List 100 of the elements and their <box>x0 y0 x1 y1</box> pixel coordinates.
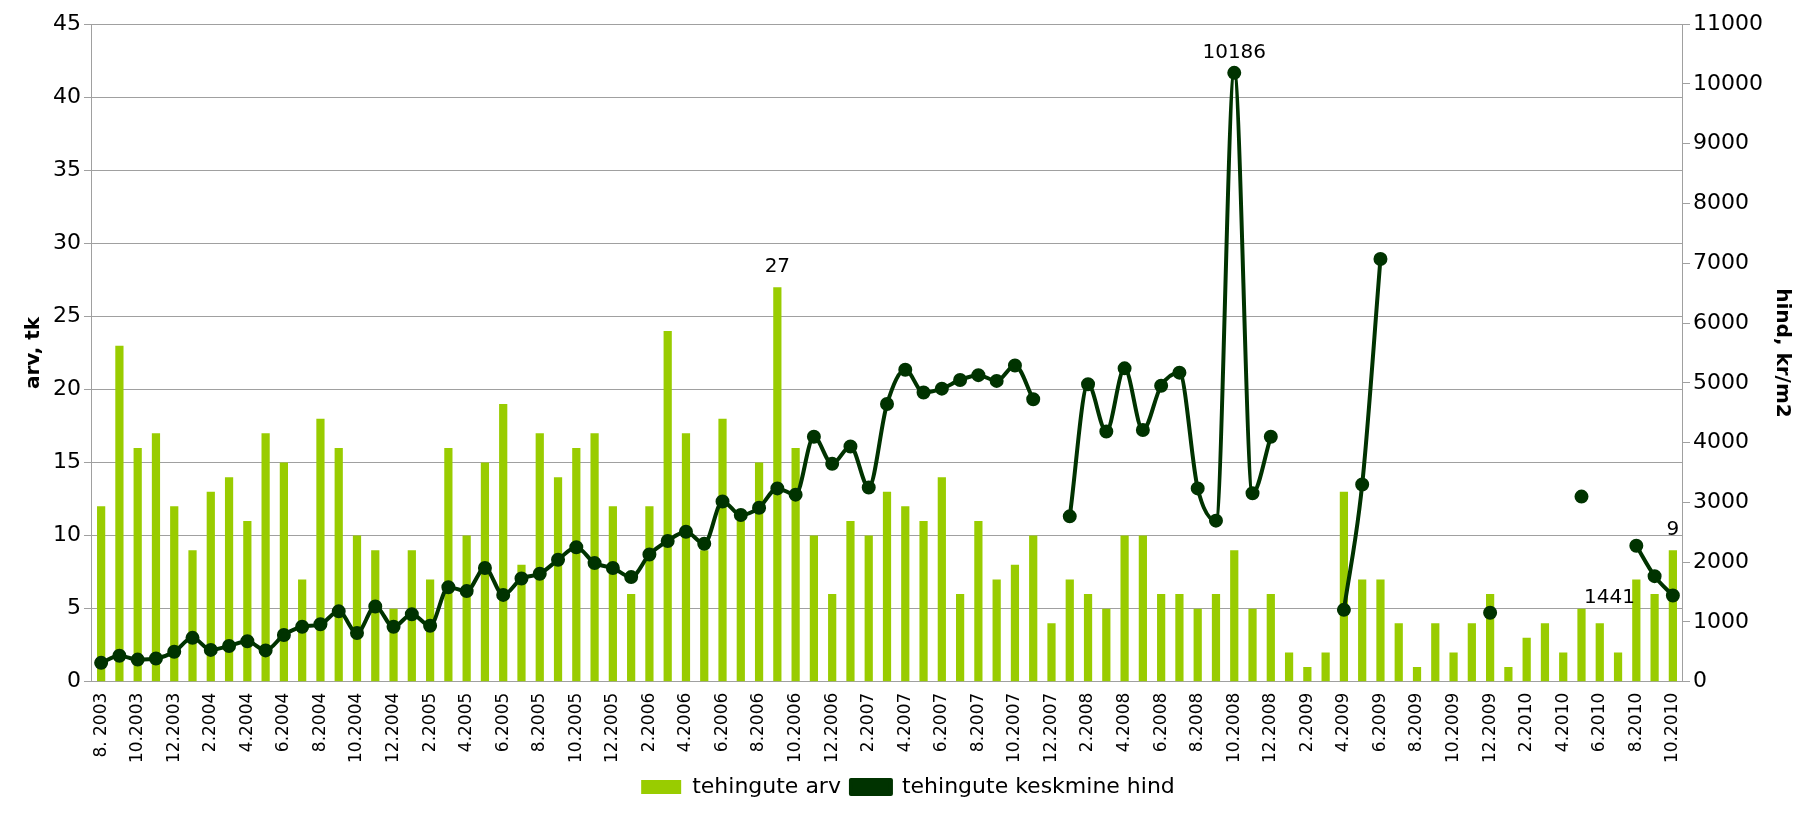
x-tick-label: 2.2007 <box>857 692 878 753</box>
bar <box>864 535 873 682</box>
y-tick-label: 0 <box>66 667 81 693</box>
x-tick-label: 12.2008 <box>1259 692 1280 764</box>
x-tick-label: 8.2006 <box>747 692 768 753</box>
bar <box>828 594 837 682</box>
bar <box>1266 594 1275 682</box>
data-label: 27 <box>764 253 791 278</box>
y-tick-label: 15 <box>52 448 81 474</box>
bar <box>1522 637 1531 682</box>
bar <box>974 520 983 682</box>
x-tick-label: 2.2008 <box>1076 692 1097 753</box>
x-tick-label: 4.2008 <box>1113 692 1134 753</box>
bar <box>1065 579 1074 682</box>
bar <box>1175 594 1184 682</box>
x-tick-label: 8.2004 <box>308 692 329 753</box>
y2-tick-label: 5000 <box>1693 368 1750 394</box>
x-tick-label: 2.2005 <box>418 692 439 753</box>
bar <box>1211 594 1221 682</box>
y2-axis-title: hind, kr/m2 <box>1771 288 1796 418</box>
y-tick-label: 30 <box>52 229 81 255</box>
x-tick-label: 12.2009 <box>1478 692 1499 764</box>
bar <box>151 433 161 682</box>
y2-tick-label: 3000 <box>1693 488 1750 514</box>
bar <box>1376 579 1385 682</box>
x-tick-label: 10.2005 <box>564 692 585 764</box>
bar <box>1193 608 1202 682</box>
bar <box>1083 594 1093 682</box>
bar <box>1613 652 1623 682</box>
x-tick-label: 4.2004 <box>235 692 256 753</box>
y2-tick-label: 8000 <box>1693 189 1750 215</box>
bar <box>1029 535 1038 682</box>
bar <box>480 462 490 682</box>
bar <box>846 520 855 682</box>
bar <box>919 520 928 682</box>
x-tick-label: 10.2008 <box>1222 692 1243 764</box>
x-tick-label: 4.2005 <box>455 692 476 753</box>
bar <box>1650 594 1659 682</box>
y2-tick-label: 4000 <box>1693 428 1750 454</box>
bar <box>901 506 910 682</box>
x-tick-label: 12.2007 <box>1039 692 1060 764</box>
bar <box>1559 652 1568 682</box>
bar <box>1467 623 1476 682</box>
y2-tick-label: 9000 <box>1693 129 1750 155</box>
bar <box>1358 579 1367 682</box>
x-tick-label: 8. 2003 <box>89 692 110 758</box>
bar <box>1504 667 1513 682</box>
x-tick-label: 4.2009 <box>1332 692 1353 753</box>
x-tick-label: 10.2009 <box>1441 692 1462 764</box>
x-tick-label: 4.2010 <box>1551 692 1572 753</box>
bar <box>956 594 965 682</box>
bar <box>1230 550 1239 682</box>
y-tick-label: 45 <box>52 9 81 35</box>
bar <box>1595 623 1604 682</box>
y-tick-label: 40 <box>52 82 81 108</box>
y2-tick-label: 2000 <box>1693 547 1750 573</box>
y-tick-label: 20 <box>52 375 81 401</box>
x-tick-label: 12.2005 <box>601 692 622 764</box>
bar <box>1284 652 1294 682</box>
x-tick-label: 6.2005 <box>491 692 512 753</box>
x-tick-label: 10.2006 <box>784 692 805 764</box>
y-axis-title: arv, tk <box>20 316 45 390</box>
x-tick-label: 2.2010 <box>1515 692 1536 753</box>
bar <box>754 462 764 682</box>
x-tick-label: 12.2006 <box>820 692 841 764</box>
x-tick-label: 6.2009 <box>1368 692 1389 753</box>
bar <box>992 579 1001 682</box>
bar <box>1102 608 1111 682</box>
bar <box>937 477 946 682</box>
bar <box>1010 564 1020 682</box>
x-tick-label: 10.2004 <box>345 692 366 764</box>
y-tick-label: 5 <box>66 594 81 620</box>
x-tick-label: 4.2006 <box>674 692 695 753</box>
bar <box>224 477 234 682</box>
bar <box>681 433 691 682</box>
bar <box>1248 608 1257 682</box>
bar <box>1632 579 1641 682</box>
y-tick-label: 25 <box>52 302 81 328</box>
data-label: 9 <box>1666 516 1680 541</box>
y2-tick-label: 1000 <box>1693 607 1750 633</box>
x-tick-label: 6.2010 <box>1588 692 1609 753</box>
x-tick-label: 10.2003 <box>126 692 147 764</box>
x-tick-label: 8.2007 <box>966 692 987 753</box>
x-tick-label: 6.2004 <box>272 692 293 753</box>
bar <box>1120 535 1129 682</box>
x-tick-label: 8.2005 <box>528 692 549 753</box>
bar <box>553 477 563 682</box>
data-label: 10186 <box>1202 39 1267 64</box>
legend-label: tehingute arv <box>692 772 841 798</box>
bar <box>1138 535 1147 682</box>
x-tick-label: 10.2010 <box>1661 692 1682 764</box>
x-tick-label: 10.2007 <box>1003 692 1024 764</box>
x-tick-label: 12.2003 <box>162 692 183 764</box>
bar <box>1047 623 1056 682</box>
y-tick-label: 35 <box>52 156 81 182</box>
bar <box>627 594 636 682</box>
bar <box>1157 594 1166 682</box>
x-tick-label: 4.2007 <box>893 692 914 753</box>
bar <box>1394 623 1403 682</box>
bar <box>1412 667 1422 682</box>
